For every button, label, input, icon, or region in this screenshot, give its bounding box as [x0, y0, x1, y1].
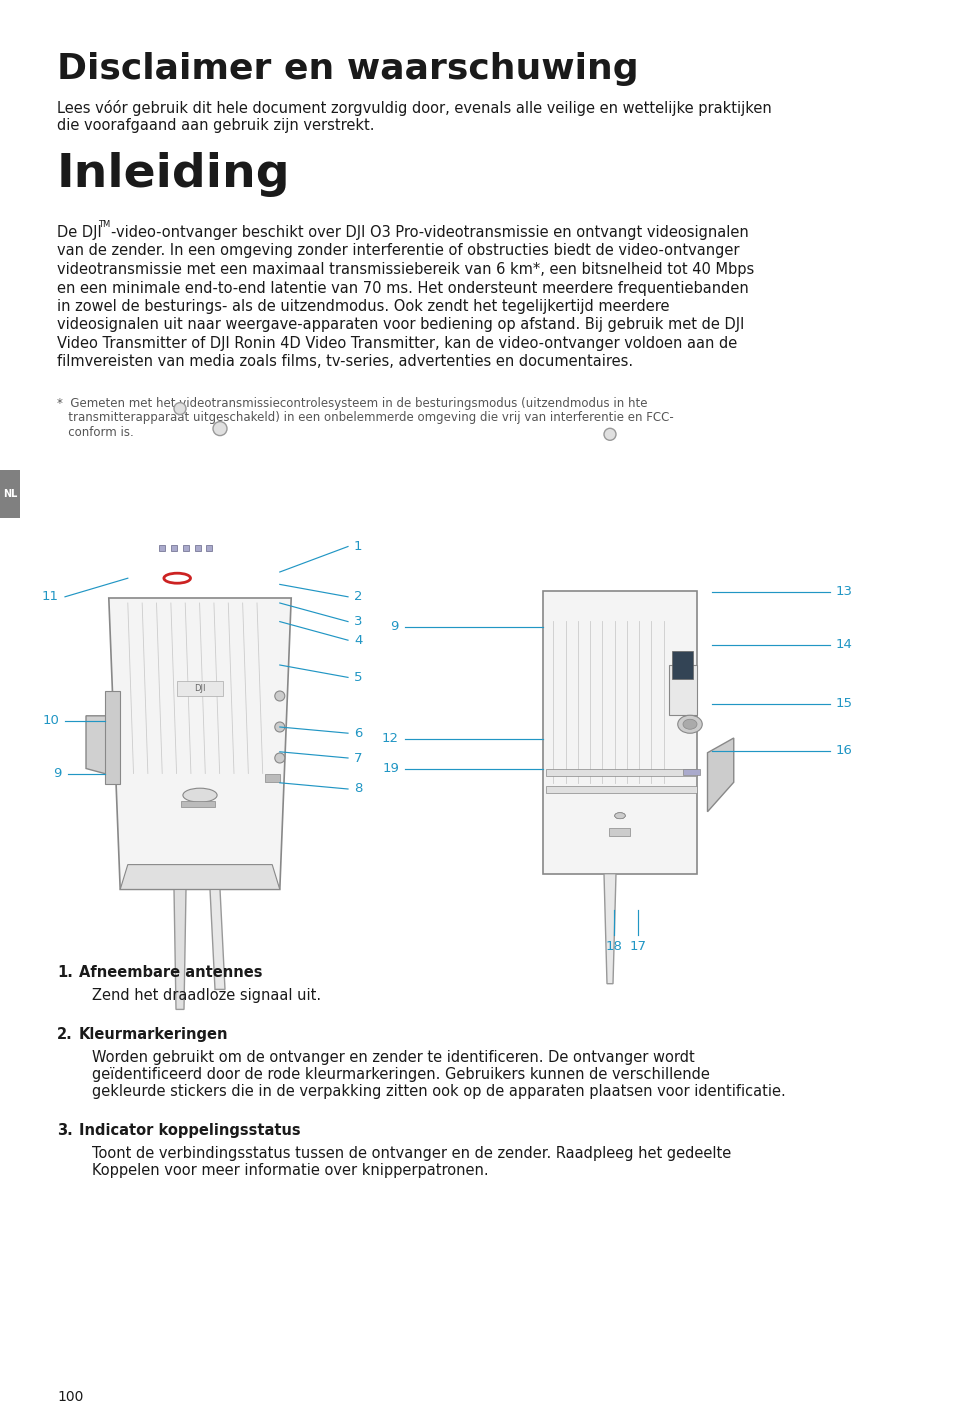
Text: De DJI: De DJI — [57, 225, 102, 240]
Text: 3.: 3. — [57, 1123, 72, 1139]
Text: 4: 4 — [354, 634, 362, 647]
Text: 13: 13 — [835, 586, 852, 598]
Ellipse shape — [173, 403, 186, 414]
Text: 16: 16 — [835, 744, 852, 757]
Ellipse shape — [677, 715, 701, 733]
Text: Toont de verbindingsstatus tussen de ontvanger en de zender. Raadpleeg het gedee: Toont de verbindingsstatus tussen de ont… — [91, 1146, 731, 1161]
Bar — [159, 545, 165, 552]
Text: in zowel de besturings- als de uitzendmodus. Ook zendt het tegelijkertijd meerde: in zowel de besturings- als de uitzendmo… — [57, 299, 669, 313]
Bar — [171, 545, 176, 552]
Text: 1.: 1. — [57, 966, 72, 980]
Text: filmvereisten van media zoals films, tv-series, advertenties en documentaires.: filmvereisten van media zoals films, tv-… — [57, 354, 633, 370]
Text: 7: 7 — [354, 752, 362, 764]
Text: 2.: 2. — [57, 1027, 72, 1042]
Text: transmitterapparaat uitgeschakeld) in een onbelemmerde omgeving die vrij van int: transmitterapparaat uitgeschakeld) in ee… — [57, 411, 673, 424]
Text: Indicator koppelingsstatus: Indicator koppelingsstatus — [79, 1123, 300, 1139]
Text: geïdentificeerd door de rode kleurmarkeringen. Gebruikers kunnen de verschillend: geïdentificeerd door de rode kleurmarker… — [91, 1066, 709, 1082]
Text: videotransmissie met een maximaal transmissiebereik van 6 km*, een bitsnelheid t: videotransmissie met een maximaal transm… — [57, 262, 754, 277]
Ellipse shape — [183, 788, 217, 803]
Text: en een minimale end-to-end latentie van 70 ms. Het ondersteunt meerdere frequent: en een minimale end-to-end latentie van … — [57, 281, 748, 295]
Bar — [682, 769, 700, 774]
Text: 9: 9 — [53, 767, 62, 780]
Text: conform is.: conform is. — [57, 425, 133, 440]
Bar — [206, 545, 213, 552]
Ellipse shape — [603, 428, 616, 441]
Polygon shape — [173, 889, 186, 1010]
Ellipse shape — [274, 722, 285, 732]
Text: 11: 11 — [42, 590, 59, 603]
Ellipse shape — [213, 421, 227, 435]
Ellipse shape — [274, 691, 285, 700]
Text: Video Transmitter of DJI Ronin 4D Video Transmitter, kan de video-ontvanger vold: Video Transmitter of DJI Ronin 4D Video … — [57, 336, 737, 352]
Text: Koppelen voor meer informatie over knipperpatronen.: Koppelen voor meer informatie over knipp… — [91, 1163, 488, 1178]
Text: *  Gemeten met het videotransmissiecontrolesysteem in de besturingsmodus (uitzen: * Gemeten met het videotransmissiecontro… — [57, 397, 647, 410]
Bar — [672, 651, 693, 678]
Text: 2: 2 — [354, 590, 362, 603]
Text: 100: 100 — [57, 1390, 83, 1404]
Ellipse shape — [614, 813, 624, 818]
Text: 3: 3 — [354, 615, 362, 628]
Bar — [668, 665, 697, 715]
Text: Worden gebruikt om de ontvanger en zender te identificeren. De ontvanger wordt: Worden gebruikt om de ontvanger en zende… — [91, 1049, 694, 1065]
Text: van de zender. In een omgeving zonder interferentie of obstructies biedt de vide: van de zender. In een omgeving zonder in… — [57, 244, 739, 258]
Text: die voorafgaand aan gebruik zijn verstrekt.: die voorafgaand aan gebruik zijn verstre… — [57, 118, 375, 133]
Text: Lees vóór gebruik dit hele document zorgvuldig door, evenals alle veilige en wet: Lees vóór gebruik dit hele document zorg… — [57, 101, 771, 116]
Ellipse shape — [614, 813, 624, 818]
Text: TM: TM — [98, 220, 111, 228]
Text: 10: 10 — [42, 715, 59, 727]
Text: Kleurmarkeringen: Kleurmarkeringen — [79, 1027, 229, 1042]
Bar — [194, 545, 200, 552]
Text: 14: 14 — [835, 638, 852, 651]
Ellipse shape — [614, 813, 624, 818]
Text: DJI: DJI — [194, 683, 206, 693]
Text: Disclaimer en waarschuwing: Disclaimer en waarschuwing — [57, 52, 638, 86]
Polygon shape — [86, 716, 120, 778]
Bar — [183, 545, 189, 552]
Text: gekleurde stickers die in de verpakking zitten ook op de apparaten plaatsen voor: gekleurde stickers die in de verpakking … — [91, 1083, 785, 1099]
Text: Afneembare antennes: Afneembare antennes — [79, 966, 262, 980]
Text: Inleiding: Inleiding — [57, 152, 291, 197]
Polygon shape — [603, 873, 616, 984]
Text: 8: 8 — [354, 783, 362, 795]
Bar — [181, 801, 215, 807]
Text: NL: NL — [3, 489, 17, 499]
Bar — [0, 469, 20, 518]
Polygon shape — [707, 737, 733, 811]
Text: 9: 9 — [390, 621, 398, 634]
Polygon shape — [120, 865, 279, 889]
Polygon shape — [210, 889, 225, 990]
Bar — [546, 769, 697, 776]
Ellipse shape — [682, 719, 697, 729]
Text: videosignalen uit naar weergave-apparaten voor bediening op afstand. Bij gebruik: videosignalen uit naar weergave-apparate… — [57, 318, 743, 332]
Text: 6: 6 — [354, 726, 362, 740]
Text: 17: 17 — [629, 940, 646, 953]
Polygon shape — [542, 590, 697, 873]
Text: Zend het draadloze signaal uit.: Zend het draadloze signaal uit. — [91, 988, 321, 1003]
Polygon shape — [109, 598, 291, 889]
Text: 15: 15 — [835, 698, 852, 710]
Text: 1: 1 — [354, 540, 362, 553]
Bar — [546, 786, 697, 793]
Bar — [609, 828, 630, 835]
Text: 19: 19 — [382, 761, 398, 776]
Polygon shape — [105, 691, 120, 784]
Text: 5: 5 — [354, 671, 362, 683]
Text: 18: 18 — [605, 940, 621, 953]
Bar — [264, 773, 279, 781]
Text: 12: 12 — [381, 733, 398, 746]
Bar — [177, 681, 223, 695]
Ellipse shape — [274, 753, 285, 763]
Text: -video-ontvanger beschikt over DJI O3 Pro-videotransmissie en ontvangt videosign: -video-ontvanger beschikt over DJI O3 Pr… — [111, 225, 748, 240]
